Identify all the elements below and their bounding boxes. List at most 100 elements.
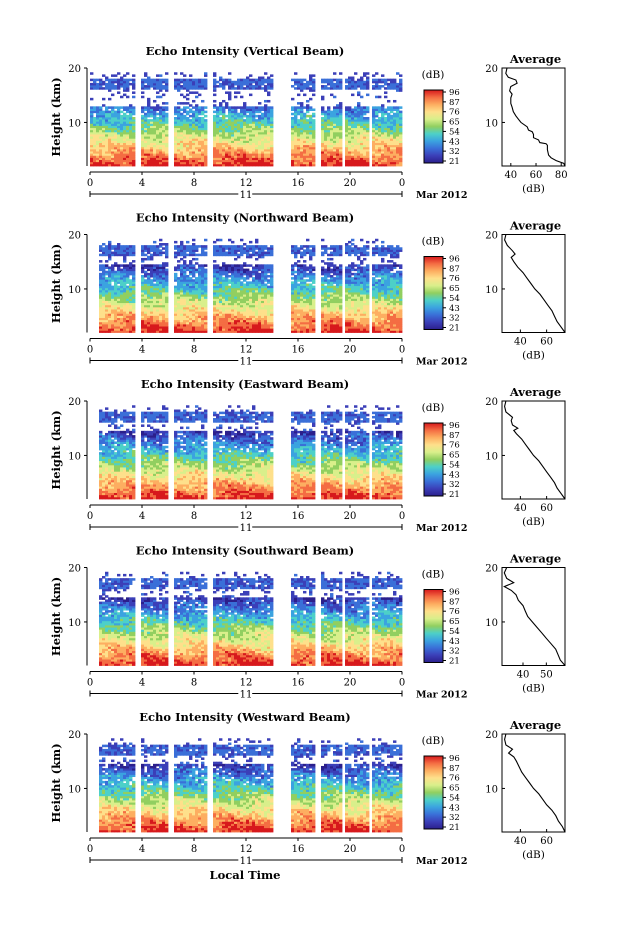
heatmap-cell <box>174 155 178 158</box>
heatmap-cell <box>123 159 127 163</box>
heatmap-cell <box>141 274 145 278</box>
heatmap-cell <box>96 114 100 118</box>
heatmap-cell <box>222 112 226 116</box>
heatmap-cell <box>162 148 166 152</box>
heatmap-cell <box>102 131 106 135</box>
heatmap-cell <box>186 97 190 101</box>
heatmap-cell <box>225 80 229 84</box>
heatmap-cell <box>156 146 160 150</box>
heatmap-cell <box>177 277 181 280</box>
heatmap-cell <box>255 251 259 255</box>
heatmap-cell <box>204 159 208 163</box>
y-tick-label: 20 <box>68 64 81 75</box>
heatmap-cell <box>189 121 193 124</box>
heatmap-cell <box>258 272 262 276</box>
heatmap-cell <box>252 112 256 116</box>
heatmap-cell <box>99 253 103 257</box>
heatmap-cell <box>108 142 112 146</box>
heatmap-cell <box>165 243 169 246</box>
heatmap-cell <box>198 146 202 150</box>
heatmap-cell <box>117 264 121 267</box>
heatmap-cell <box>177 125 181 129</box>
heatmap-cell <box>189 157 193 161</box>
heatmap-cell <box>267 264 271 267</box>
heatmap-cell <box>129 125 133 129</box>
heatmap-cell <box>132 159 136 163</box>
heatmap-cell <box>333 78 337 82</box>
heatmap-cell <box>192 257 196 261</box>
heatmap-cell <box>234 138 238 141</box>
heatmap-cell <box>111 157 115 161</box>
heatmap-cell <box>117 163 121 167</box>
heatmap-cell <box>114 80 118 84</box>
heatmap-cell <box>117 146 121 150</box>
heatmap-cell <box>144 127 148 131</box>
heatmap-cell <box>132 131 136 135</box>
heatmap-cell <box>228 85 232 88</box>
heatmap-cell <box>291 97 295 101</box>
heatmap-cell <box>126 285 130 289</box>
heatmap-cell <box>150 253 154 257</box>
heatmap-cell <box>174 82 178 86</box>
heatmap-cell <box>108 80 112 84</box>
heatmap-cell <box>213 142 217 146</box>
heatmap-cell <box>129 138 133 141</box>
heatmap-cell <box>123 89 127 92</box>
heatmap-cell <box>141 136 145 139</box>
heatmap-cell <box>132 91 136 94</box>
heatmap-cell <box>144 121 148 124</box>
heatmap-cell <box>132 136 136 139</box>
heatmap-cell <box>246 245 250 248</box>
heatmap-cell <box>156 144 160 148</box>
heatmap-cell <box>231 110 235 114</box>
heatmap-cell <box>99 260 103 263</box>
heatmap-cell <box>378 85 382 88</box>
heatmap-cell <box>108 163 112 167</box>
heatmap-cell <box>90 136 94 139</box>
heatmap-cell <box>132 106 136 109</box>
heatmap-cell <box>195 148 199 152</box>
heatmap-cell <box>243 148 247 152</box>
heatmap-cell <box>93 129 97 133</box>
heatmap-cell <box>228 110 232 114</box>
heatmap-cell <box>252 245 256 248</box>
heatmap-cell <box>180 264 184 267</box>
heatmap-cell <box>255 245 259 248</box>
heatmap-cell <box>129 155 133 158</box>
heatmap-cell <box>192 91 196 94</box>
heatmap-cell <box>114 87 118 90</box>
heatmap-cell <box>108 87 112 90</box>
heatmap-cell <box>219 266 223 269</box>
heatmap-cell <box>96 153 100 156</box>
heatmap-cell <box>183 151 187 154</box>
heatmap-cell <box>258 102 262 105</box>
heatmap-cell <box>93 153 97 156</box>
heatmap-cell <box>195 138 199 141</box>
heatmap-cell <box>165 121 169 124</box>
heatmap-cell <box>231 159 235 163</box>
heatmap-cell <box>396 82 400 86</box>
heatmap-cell <box>159 151 163 154</box>
heatmap-cell <box>297 102 301 105</box>
heatmap-cell <box>147 114 151 118</box>
heatmap-cell <box>246 127 250 131</box>
heatmap-cell <box>222 144 226 148</box>
heatmap-cell <box>114 114 118 118</box>
heatmap-cell <box>189 140 193 143</box>
heatmap-cell <box>216 142 220 146</box>
heatmap-cell <box>132 129 136 133</box>
heatmap-cell <box>264 245 268 248</box>
heatmap-cell <box>204 110 208 114</box>
heatmap-cell <box>195 91 199 94</box>
heatmap-cell <box>120 134 124 137</box>
heatmap-cell <box>108 153 112 156</box>
heatmap-cell <box>159 121 163 124</box>
heatmap-cell <box>126 80 130 84</box>
heatmap-cell <box>114 144 118 148</box>
heatmap-cell <box>177 110 181 114</box>
heatmap-cell <box>117 157 121 161</box>
heatmap-cell <box>129 112 133 116</box>
heatmap-cell <box>129 146 133 150</box>
heatmap-cell <box>294 87 298 90</box>
heatmap-cell <box>198 138 202 141</box>
